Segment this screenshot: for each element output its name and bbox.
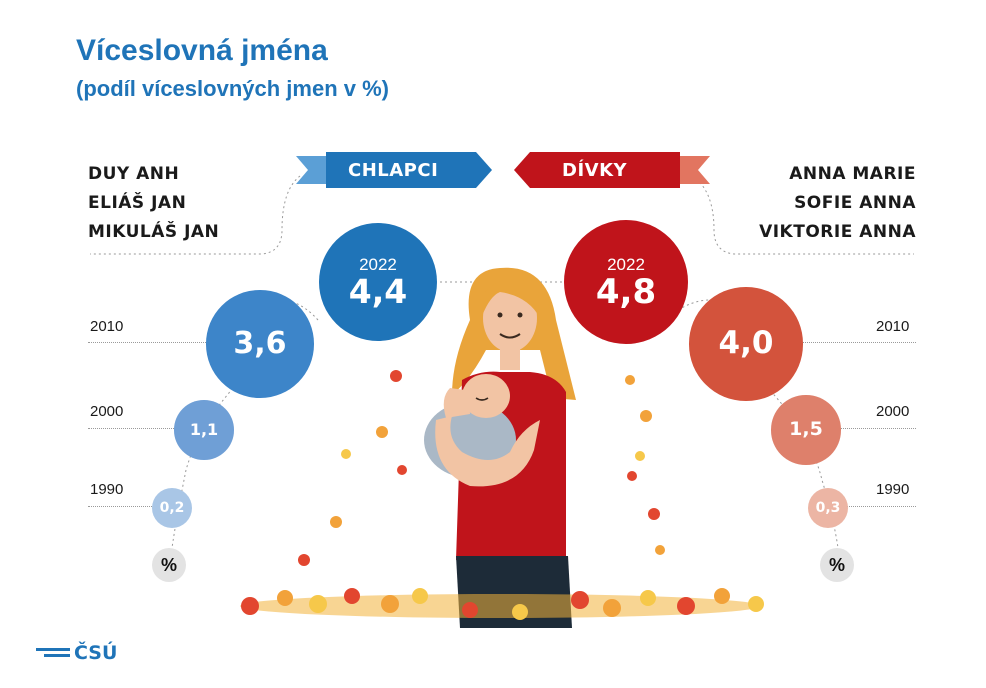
boys-bubble-value-2010: 3,6 — [233, 325, 287, 361]
page-title: Víceslovná jména — [76, 34, 328, 67]
csu-logo-lines-icon — [36, 648, 70, 657]
girls-bubble-value-2000: 1,5 — [789, 418, 823, 441]
boys-gridline-2000 — [88, 428, 188, 429]
girls-year-label-2000: 2000 — [876, 403, 910, 420]
boys-bubble-year-label: 2022 — [359, 255, 397, 275]
boys-year-label-2000: 2000 — [90, 403, 124, 420]
boys-banner-label: CHLAPCI — [348, 160, 439, 181]
boys-bubble-value-2000: 1,1 — [189, 419, 219, 439]
mother-illustration — [424, 267, 576, 628]
leaves-decoration — [240, 370, 764, 620]
girls-bubble-2010: 4,0 — [689, 287, 803, 401]
girls-gridline-2000 — [820, 428, 916, 429]
csu-logo-text: ČSÚ — [74, 642, 118, 664]
boys-gridline-1990 — [88, 506, 168, 507]
boys-name-1: DUY ANH — [88, 164, 180, 184]
girls-bubble-2000: 1,5 — [771, 395, 841, 465]
girls-names-list: ANNA MARIE SOFIE ANNA VIKTORIE ANNA — [759, 160, 916, 247]
girls-name-1: ANNA MARIE — [789, 164, 916, 184]
girls-bubble-1990: 0,3 — [808, 488, 848, 528]
boys-bubble-1990: 0,2 — [152, 488, 192, 528]
girls-banner-label: DÍVKY — [562, 160, 628, 181]
girls-bubble-value-1990: 0,3 — [815, 500, 841, 516]
girls-top-arc — [669, 299, 711, 317]
boys-name-3: MIKULÁŠ JAN — [88, 222, 220, 242]
boys-percent-badge: % — [152, 548, 186, 582]
girls-banner-shape — [514, 152, 710, 188]
boys-banner: CHLAPCI — [296, 152, 496, 188]
boys-bubble-2022: 2022 4,4 — [318, 222, 438, 342]
boys-arc-dotted-line — [90, 175, 301, 255]
page-subtitle: (podíl víceslovných jmen v %) — [76, 76, 389, 101]
boys-bubble-2000: 1,1 — [174, 400, 234, 460]
girls-name-2: SOFIE ANNA — [794, 193, 916, 213]
girls-bubble-year-label: 2022 — [607, 255, 645, 274]
girls-bubble-value-2010: 4,0 — [718, 325, 774, 362]
boys-banner-shape — [296, 152, 492, 188]
boys-year-label-2010: 2010 — [90, 318, 124, 335]
boys-bubble-value-1990: 0,2 — [159, 500, 185, 516]
boys-gridline-2010 — [88, 342, 248, 343]
girls-bubble-2022: 2022 4,8 — [564, 220, 688, 344]
girls-banner: DÍVKY — [510, 152, 710, 188]
girls-year-label-1990: 1990 — [876, 481, 910, 498]
girls-gridline-1990 — [840, 506, 916, 507]
girls-year-label-2010: 2010 — [876, 318, 910, 335]
girls-arc-dotted-line — [691, 175, 914, 255]
girls-name-3: VIKTORIE ANNA — [759, 222, 916, 242]
boys-bubble-2010: 3,6 — [206, 290, 314, 398]
boys-names-list: DUY ANH ELIÁŠ JAN MIKULÁŠ JAN — [88, 160, 219, 247]
girls-percent-badge: % — [820, 548, 854, 582]
girls-bubble-value-2022: 4,8 — [595, 272, 657, 312]
boys-name-2: ELIÁŠ JAN — [88, 193, 187, 213]
boys-year-label-1990: 1990 — [90, 481, 124, 498]
girls-gridline-2010 — [760, 342, 916, 343]
boys-bubble-value-2022: 4,4 — [348, 272, 408, 312]
